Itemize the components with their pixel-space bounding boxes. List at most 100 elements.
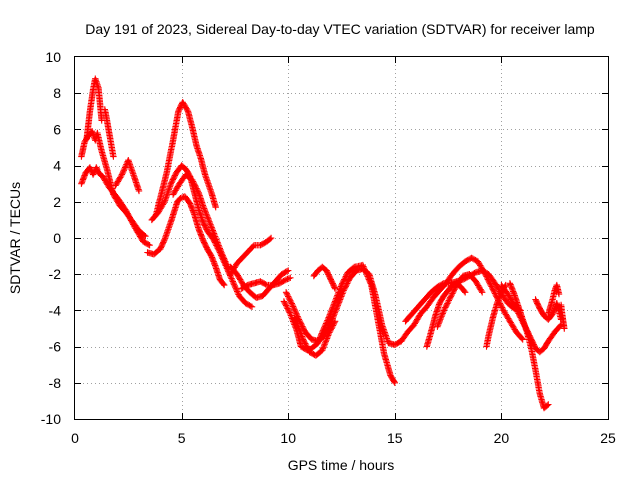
data-point bbox=[189, 178, 197, 185]
data-point bbox=[319, 345, 327, 352]
data-point bbox=[234, 289, 242, 297]
data-point bbox=[287, 312, 295, 319]
data-point bbox=[330, 312, 337, 319]
data-point bbox=[211, 231, 218, 239]
x-tick-label: 15 bbox=[387, 430, 403, 446]
data-point bbox=[204, 179, 211, 186]
data-point bbox=[205, 217, 212, 224]
data-point bbox=[344, 280, 351, 287]
data-point bbox=[247, 302, 254, 310]
data-point bbox=[341, 285, 348, 293]
data-point bbox=[436, 319, 443, 326]
data-point bbox=[285, 294, 293, 302]
data-point bbox=[498, 304, 506, 311]
data-point bbox=[379, 323, 386, 330]
series-arc-12 bbox=[238, 274, 294, 292]
series-arc-3 bbox=[83, 75, 105, 142]
series-arc-5 bbox=[112, 157, 143, 195]
data-point bbox=[203, 212, 211, 219]
data-point bbox=[292, 317, 299, 324]
data-point bbox=[435, 320, 442, 327]
data-point bbox=[145, 241, 152, 248]
data-point bbox=[285, 293, 292, 300]
x-tick-label: 0 bbox=[71, 430, 79, 446]
data-point bbox=[210, 228, 217, 236]
data-point bbox=[212, 234, 219, 242]
data-point bbox=[329, 322, 337, 329]
data-point bbox=[335, 299, 343, 306]
data-point bbox=[290, 304, 297, 312]
data-point bbox=[284, 305, 291, 312]
data-point bbox=[343, 281, 350, 289]
data-point bbox=[292, 309, 299, 316]
data-point bbox=[302, 341, 310, 349]
data-point bbox=[287, 310, 294, 318]
data-point bbox=[142, 233, 149, 240]
data-point bbox=[326, 329, 333, 336]
data-point bbox=[230, 279, 237, 287]
x-tick-label: 5 bbox=[178, 430, 186, 446]
data-point bbox=[189, 176, 196, 184]
data-point bbox=[289, 301, 296, 309]
y-tick-label: 6 bbox=[53, 121, 61, 137]
data-point bbox=[293, 318, 300, 326]
data-point bbox=[128, 167, 136, 174]
data-point bbox=[229, 278, 236, 285]
y-tick-label: 10 bbox=[45, 49, 61, 65]
data-point bbox=[298, 331, 305, 339]
data-point bbox=[444, 298, 452, 306]
data-point bbox=[331, 284, 338, 291]
data-point bbox=[343, 272, 350, 279]
data-point bbox=[230, 281, 238, 288]
data-point bbox=[283, 268, 291, 275]
data-point bbox=[304, 346, 312, 353]
y-tick-label: 0 bbox=[53, 230, 61, 246]
data-point bbox=[286, 296, 293, 303]
data-point bbox=[299, 336, 307, 343]
data-point bbox=[439, 280, 446, 288]
data-point bbox=[286, 309, 293, 316]
data-point bbox=[544, 402, 551, 409]
data-point bbox=[495, 295, 502, 303]
data-point bbox=[390, 378, 398, 385]
data-point bbox=[222, 258, 229, 265]
data-point bbox=[160, 237, 168, 245]
data-point bbox=[208, 252, 215, 260]
data-point bbox=[222, 259, 230, 267]
data-point bbox=[336, 296, 344, 303]
data-point bbox=[327, 326, 334, 333]
data-point bbox=[345, 277, 352, 284]
data-point bbox=[282, 276, 290, 283]
data-point bbox=[300, 337, 307, 344]
data-point bbox=[437, 314, 445, 321]
data-point bbox=[324, 333, 331, 341]
data-point bbox=[121, 165, 128, 173]
y-tick-label: 8 bbox=[53, 85, 61, 101]
data-point bbox=[288, 300, 295, 307]
data-point bbox=[332, 308, 339, 315]
data-point bbox=[281, 277, 288, 284]
data-point bbox=[342, 283, 349, 290]
data-point bbox=[120, 167, 127, 174]
data-point bbox=[160, 200, 167, 207]
data-point bbox=[202, 209, 209, 216]
data-point bbox=[493, 300, 501, 307]
data-point bbox=[490, 287, 497, 294]
data-point bbox=[196, 228, 203, 235]
y-tick-label: -8 bbox=[49, 375, 62, 391]
data-point bbox=[281, 299, 288, 306]
data-point bbox=[303, 343, 310, 350]
data-point bbox=[285, 308, 293, 315]
data-point bbox=[296, 327, 303, 334]
data-point bbox=[206, 220, 214, 227]
data-points bbox=[78, 75, 568, 412]
data-point bbox=[219, 252, 226, 259]
data-point bbox=[384, 336, 391, 344]
data-point bbox=[331, 311, 338, 318]
data-point bbox=[203, 211, 210, 218]
data-point bbox=[200, 203, 207, 211]
data-point bbox=[291, 306, 298, 313]
data-point bbox=[161, 236, 168, 243]
series-arc-2 bbox=[78, 128, 149, 240]
